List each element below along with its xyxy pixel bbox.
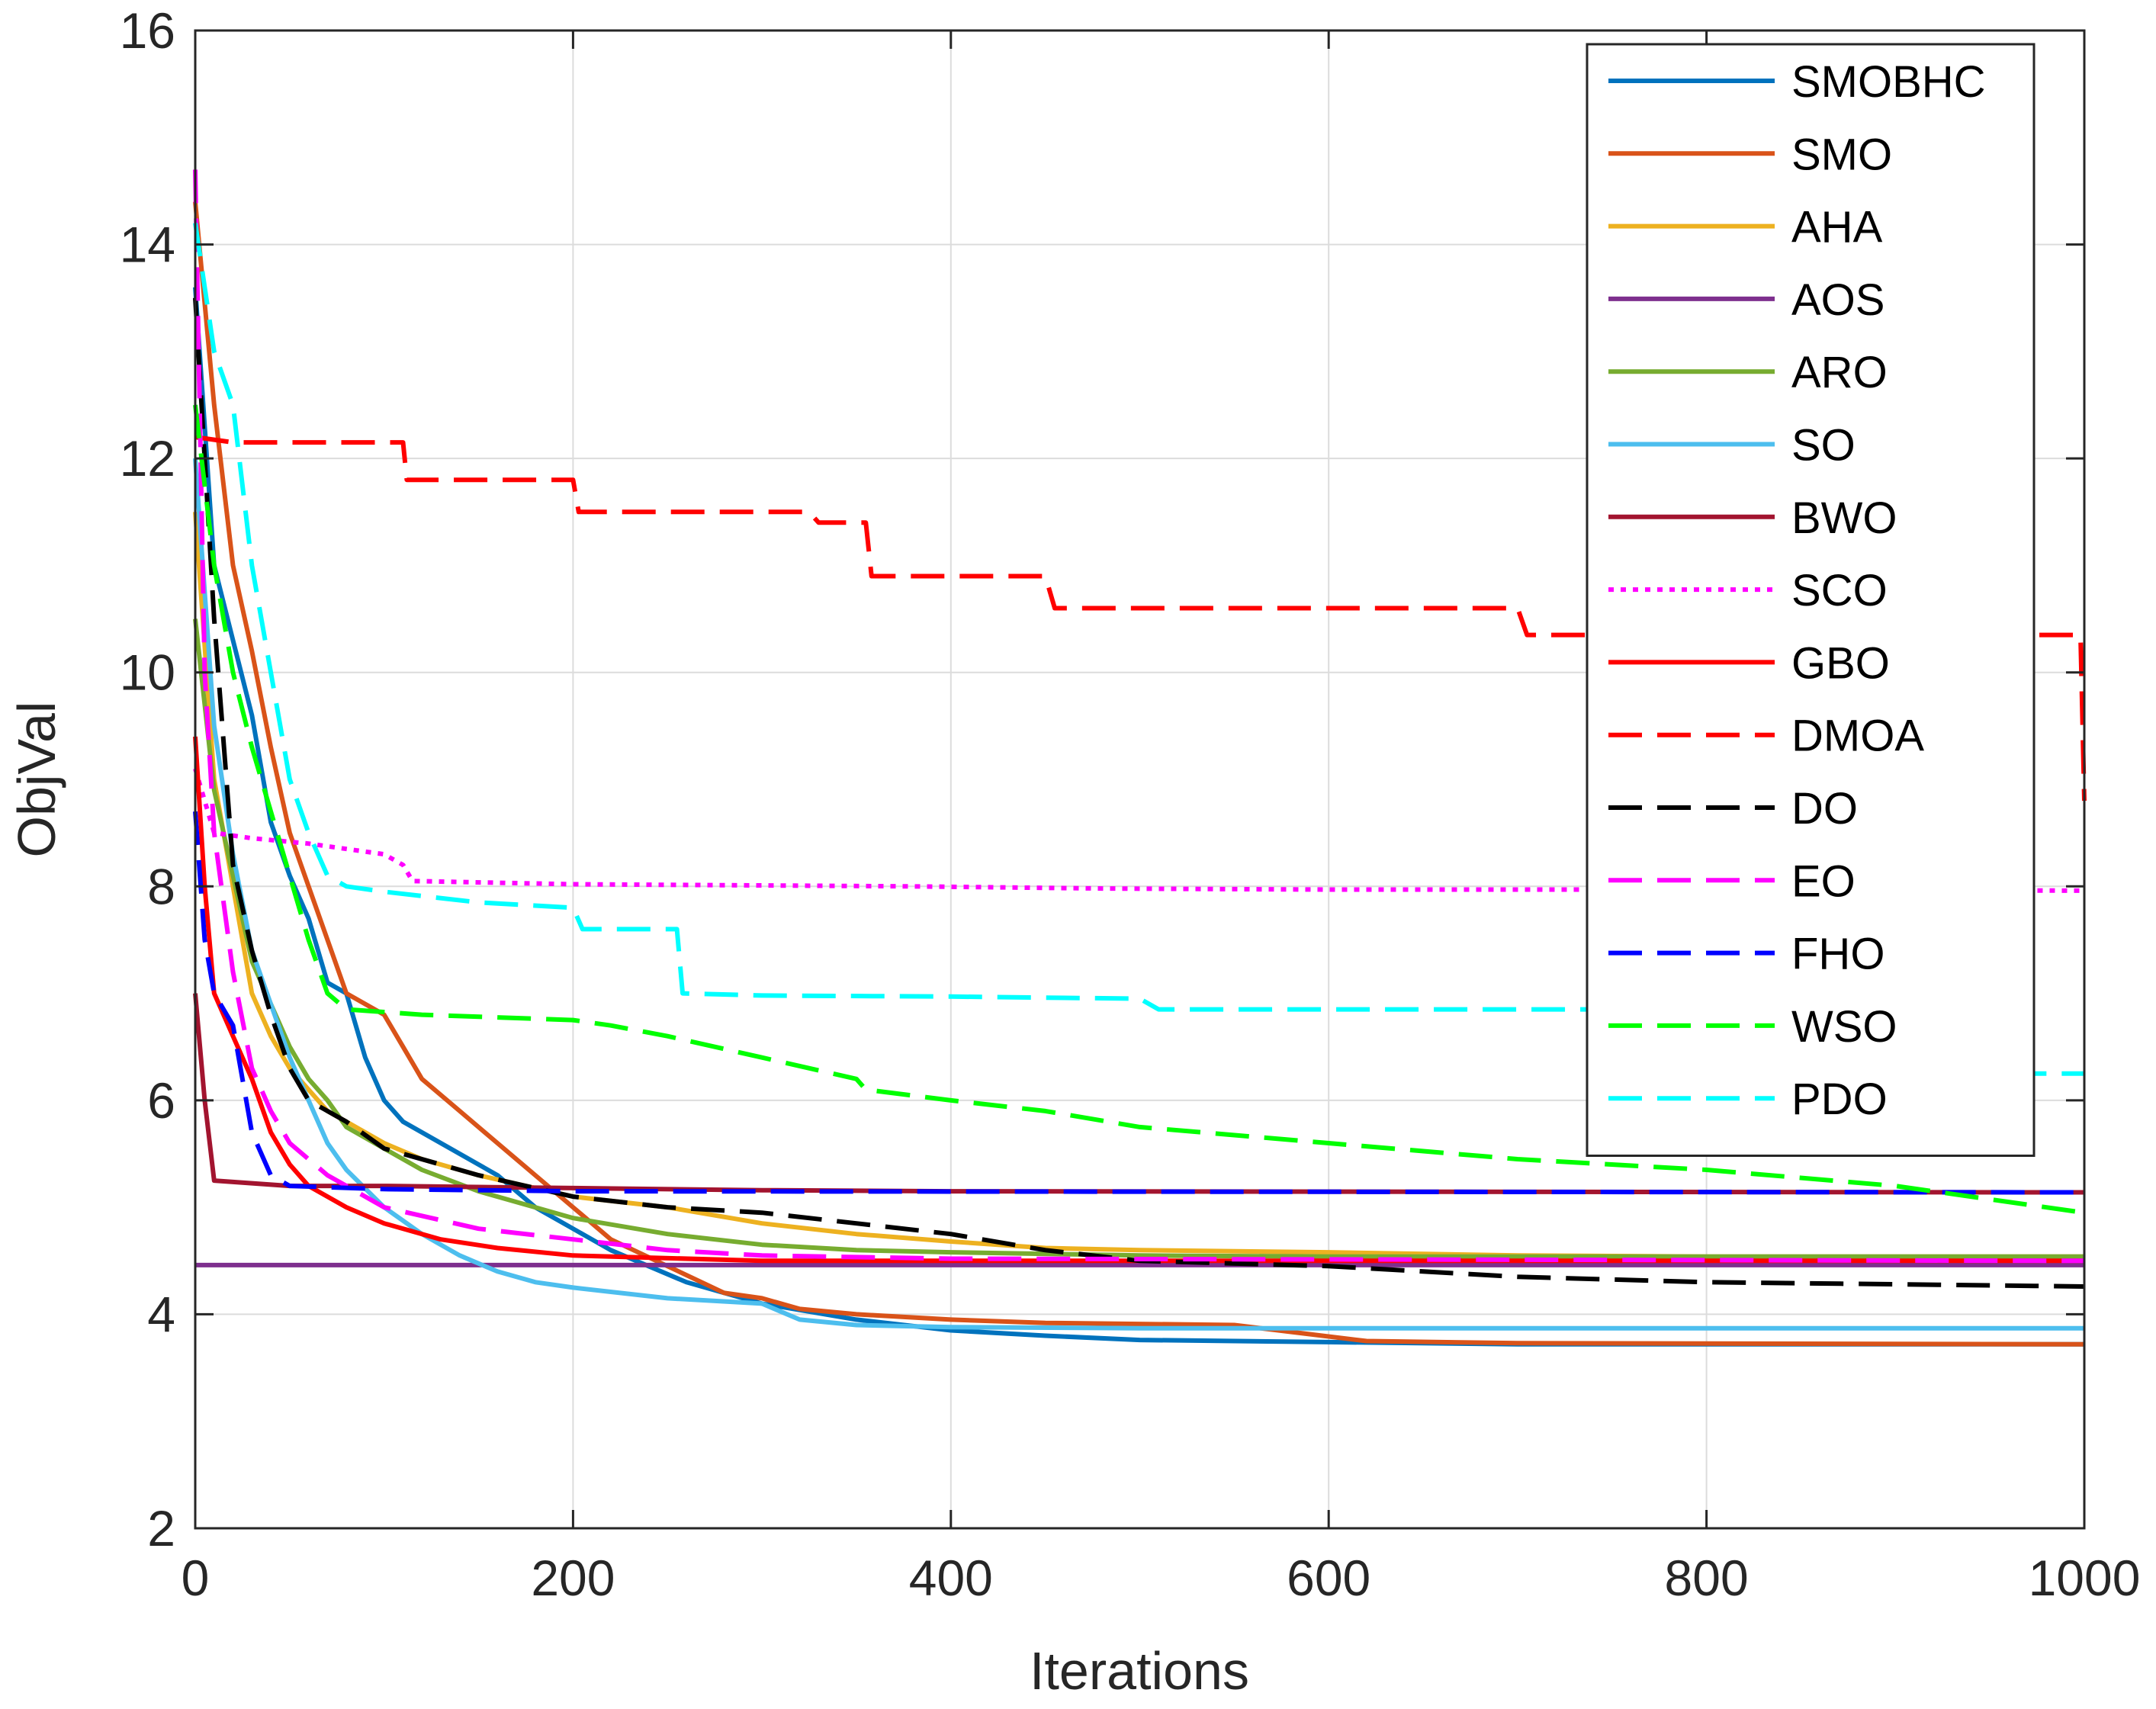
series-line-fho [193,811,2085,1195]
x-tick-label: 200 [531,1550,615,1606]
legend-label-so: SO [1791,421,1856,471]
y-tick-label: 6 [147,1072,175,1129]
series-line-pdo [193,223,2084,1076]
plot-frame [194,29,2086,1530]
legend-label-sco: SCO [1791,566,1888,615]
series-line-dmoa [194,435,2087,801]
series-line-eo [193,169,2085,1264]
x-tick-label: 800 [1665,1550,1749,1606]
x-tick-label: 600 [1287,1550,1370,1606]
x-tick-label: 1000 [2029,1550,2141,1606]
legend-label-dmoa: DMOA [1791,712,1924,761]
series-line-do [193,297,2085,1289]
y-axis-title: ObjVal [7,702,66,858]
legend-label-smobhc: SMOBHC [1791,57,1986,107]
y-tick-label: 12 [120,430,175,487]
series-lines [193,169,2087,1347]
legend-label-gbo: GBO [1791,638,1890,688]
y-tick-label: 10 [120,644,175,701]
x-tick-label: 400 [909,1550,993,1606]
legend-label-wso: WSO [1791,1002,1897,1052]
y-tick-label: 14 [120,217,175,273]
axis-ticks: 0 200 400 600 800 1000 2 4 6 8 10 12 14 16 [120,2,2141,1606]
legend-label-fho: FHO [1791,930,1884,979]
legend-label-smo: SMO [1791,130,1892,179]
legend-box [1586,43,2036,1157]
legend-label-do: DO [1791,784,1858,834]
y-tick-label: 16 [120,2,175,59]
y-tick-label: 2 [147,1500,175,1556]
legend-label-aha: AHA [1791,203,1883,252]
y-tick-label: 8 [147,858,175,914]
legend-label-eo: EO [1791,856,1856,906]
legend-label-aro: ARO [1791,348,1888,397]
x-axis-title: Iterations [1030,1641,1249,1701]
series-line-wso [193,404,2085,1216]
legend-label-bwo: BWO [1791,493,1897,543]
series-line-smo [193,201,2085,1347]
y-tick-label: 4 [147,1286,175,1342]
legend-label-aos: AOS [1791,275,1885,325]
series-line-aro [193,618,2084,1259]
legend-label-pdo: PDO [1791,1075,1888,1124]
series-line-sco [193,768,2085,893]
legend: SMOBHC SMO AHA AOS ARO SO BWO SCO GBO DMOA DO EO FHO… [1586,43,2036,1157]
x-tick-label: 0 [182,1550,210,1606]
